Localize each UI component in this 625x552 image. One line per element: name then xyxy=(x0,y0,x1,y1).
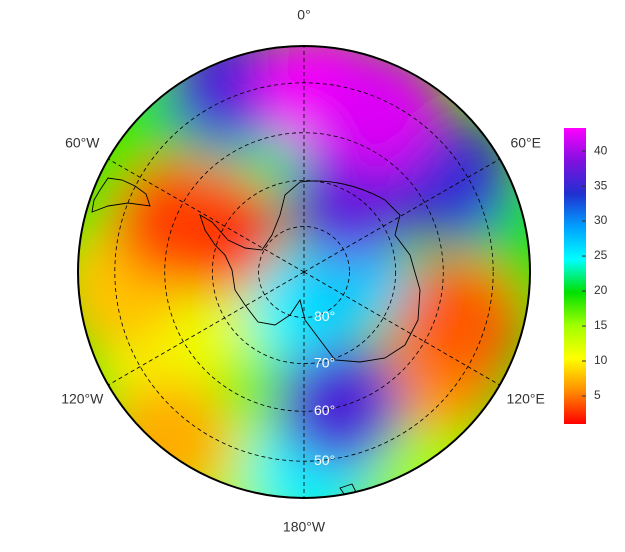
field-cell xyxy=(398,257,523,382)
colorbar-tick-label: 20 xyxy=(594,283,608,297)
meridian-label: 60°W xyxy=(65,135,100,151)
field-blobs xyxy=(78,46,530,498)
colorbar xyxy=(564,128,586,424)
antarctica-coast xyxy=(199,180,421,363)
parallel-label: 70° xyxy=(314,354,335,370)
parallel-label: 60° xyxy=(314,402,335,418)
map-boundary xyxy=(77,45,531,499)
meridian-line xyxy=(108,271,305,386)
colorbar-tick-label: 15 xyxy=(594,318,608,332)
colorbar-tick-label: 35 xyxy=(594,178,608,192)
parallel-label: 50° xyxy=(314,452,335,468)
meridian-line xyxy=(303,271,500,386)
colorbar-tick-label: 25 xyxy=(594,248,608,262)
colorbar-tick-label: 5 xyxy=(594,388,601,402)
colorbar-tick-label: 10 xyxy=(594,353,608,367)
field-layer xyxy=(78,46,530,498)
meridian-label: 120°W xyxy=(61,391,104,407)
parallel-label: 80° xyxy=(314,308,335,324)
parallel-line xyxy=(164,132,444,412)
meridian-label: 60°E xyxy=(510,135,541,151)
colorbar-tick-label: 30 xyxy=(594,213,608,227)
graticule xyxy=(108,46,500,498)
field-cell xyxy=(317,47,442,172)
meridian-label: 120°E xyxy=(507,391,545,407)
meridian-line xyxy=(303,158,500,273)
meridian-label: 0° xyxy=(297,7,310,23)
south-america-coast xyxy=(91,177,151,213)
field-cell xyxy=(106,377,231,498)
colorbar-tick-label: 40 xyxy=(594,143,608,157)
meridian-line xyxy=(108,158,305,273)
meridian-label: 180°W xyxy=(283,519,326,535)
